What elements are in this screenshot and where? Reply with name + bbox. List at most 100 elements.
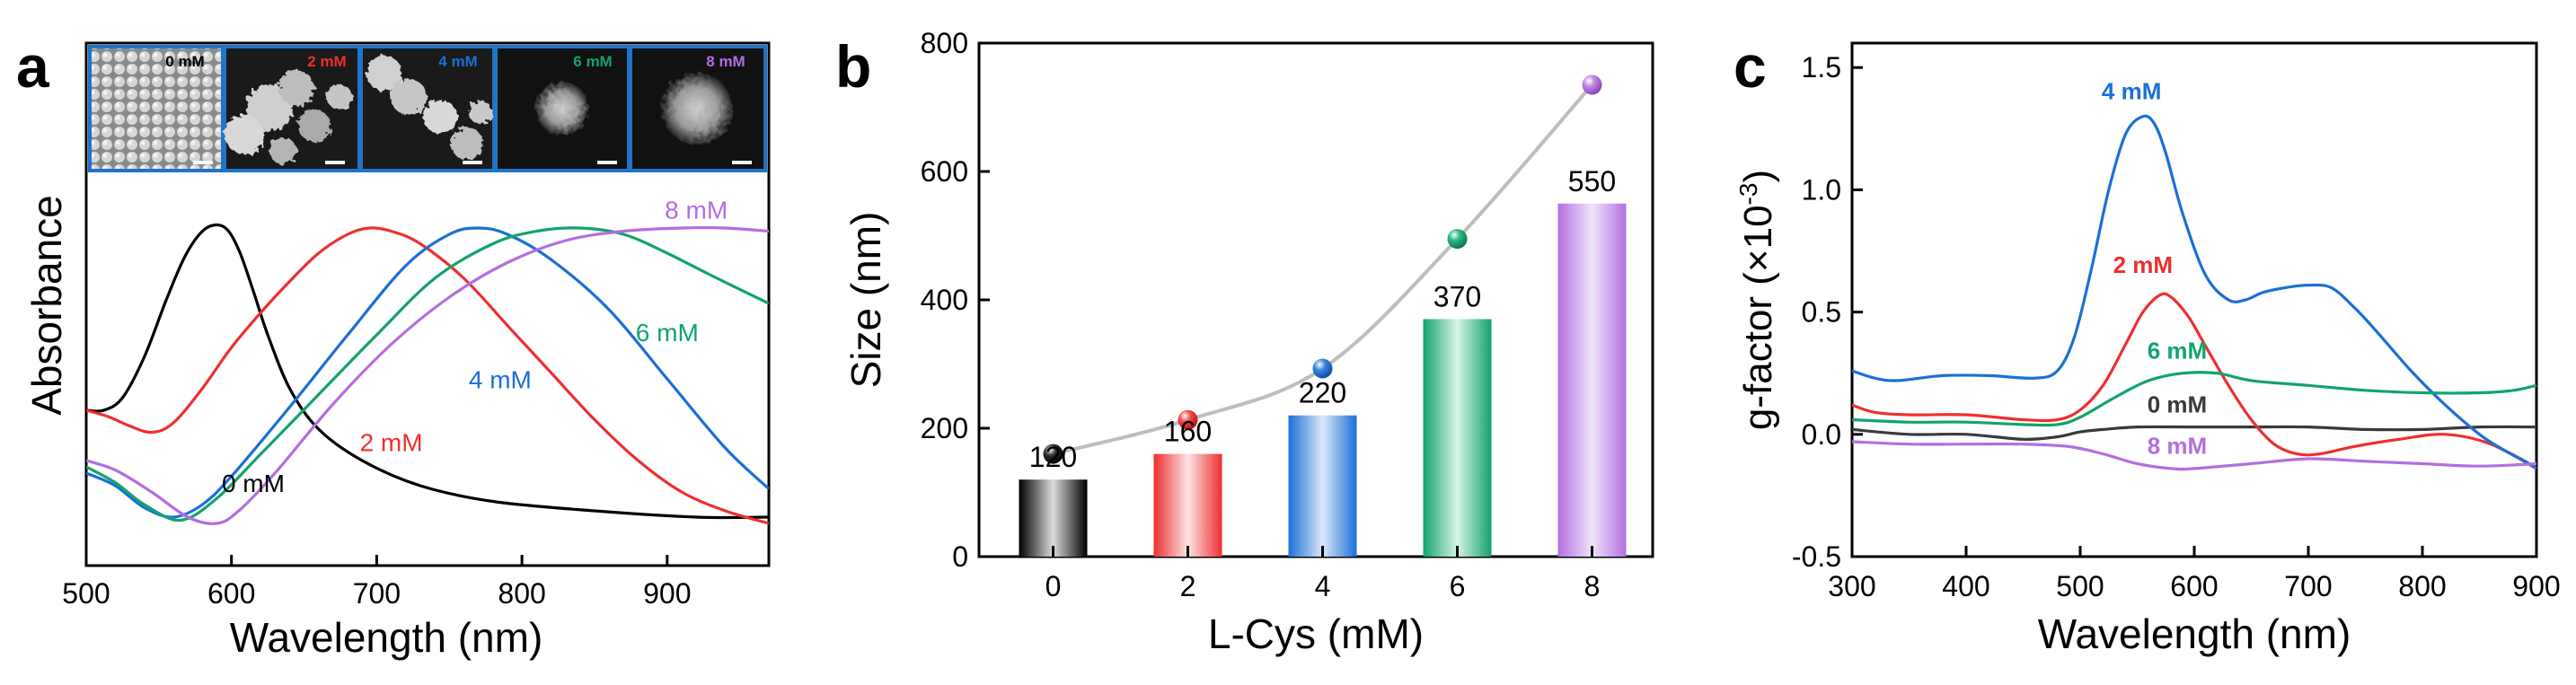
y-tick-label-b: 400 [921, 284, 968, 316]
absorbance-line-4mm [86, 226, 769, 519]
x-tick-label-a: 800 [498, 577, 545, 610]
trend-point-0 [1043, 443, 1063, 464]
curve-label-c-4mm: 4 mM [2102, 78, 2161, 105]
curve-label-a-4mm: 4 mM [469, 366, 532, 394]
curve-label-a-6mm: 6 mM [636, 319, 699, 347]
g-factor-line-8mm [1851, 440, 2537, 471]
y-tick-label-c: 0.5 [1802, 296, 1841, 329]
y-tick-label-c: 1.0 [1802, 173, 1841, 206]
y-axis-label-c-end: ) [1736, 170, 1780, 183]
y-tick-label-c: 0.0 [1802, 418, 1841, 451]
axis-ticks-c: -0.5 0.0 0.5 1.0 1.5 300 400 500 600 700 800 900 [1792, 51, 2561, 602]
sem-inset-strip: 0 mM 2 mM 4 mM 6 mM 8 mM [88, 45, 767, 172]
y-tick-label-c: -0.5 [1792, 540, 1841, 573]
x-tick-label-c: 800 [2398, 570, 2446, 602]
x-tick-label-b: 6 [1450, 570, 1466, 602]
panel-a: 0 mM 2 mM 4 mM 6 mM 8 mM 0 mM 2 mM 4 mM 6 m… [23, 41, 771, 661]
curve-label-c-2mm: 2 mM [2113, 251, 2173, 278]
x-tick-label-c: 300 [1828, 570, 1875, 602]
axis-ticks-b: 0 200 400 600 800 0 2 4 6 8 [921, 27, 1601, 602]
inset-label-0mm: 0 mM [165, 53, 204, 70]
plot-frame-c [1850, 41, 2538, 558]
panel-letter-a: a [16, 33, 50, 100]
size-bar-6 [1423, 319, 1492, 557]
size-bar-8 [1557, 203, 1627, 557]
x-tick-label-a: 700 [353, 577, 401, 610]
panel-letter-c: c [1734, 33, 1767, 100]
g-factor-line-0mm [1851, 425, 2537, 441]
y-axis-label-a: Absorbance [23, 195, 70, 416]
curve-label-a-0mm: 0 mM [222, 470, 285, 497]
g-factor-curve-labels: 4 mM 2 mM 6 mM 0 mM 8 mM [2102, 78, 2207, 460]
x-axis-label-a: Wavelength (nm) [230, 614, 543, 661]
g-factor-line-6mm [1851, 371, 2537, 427]
plot-frame-a [84, 41, 771, 567]
scale-bar-2mm [325, 161, 345, 164]
curve-label-a-2mm: 2 mM [360, 429, 423, 457]
x-tick-label-c: 700 [2284, 570, 2332, 602]
size-bars [1019, 203, 1627, 557]
absorbance-curves [86, 223, 769, 525]
scale-bar-4mm [463, 161, 482, 164]
x-axis-label-b: L-Cys (mM) [1208, 610, 1424, 657]
particle-8mm [661, 73, 733, 145]
particle-cluster-2mm [225, 70, 352, 164]
y-axis-label-c-main: g-factor (×10 [1736, 205, 1780, 430]
g-factor-line-2mm [1851, 292, 2537, 470]
x-tick-label-b: 4 [1315, 570, 1331, 602]
absorbance-line-2mm [86, 226, 769, 525]
g-factor-line-4mm [1851, 114, 2537, 470]
absorbance-line-0mm [86, 223, 769, 520]
absorbance-curve-labels: 0 mM 2 mM 4 mM 6 mM 8 mM [222, 197, 728, 498]
x-tick-label-c: 600 [2170, 570, 2218, 602]
scale-bar-0mm [193, 161, 213, 164]
y-axis-label-c-sup: -3 [1734, 183, 1762, 206]
size-bar-4 [1288, 415, 1357, 557]
panel-letter-b: b [835, 33, 871, 100]
scale-bar-8mm [732, 161, 752, 164]
absorbance-line-8mm [86, 225, 769, 525]
trend-point-8 [1582, 75, 1602, 95]
y-tick-label-b: 600 [921, 155, 968, 188]
x-axis-ticks-a: 500 600 700 800 900 [62, 555, 692, 610]
y-axis-label-c: g-factor (×10-3) [1734, 170, 1780, 430]
y-tick-label-c: 1.5 [1802, 51, 1841, 83]
y-tick-label-b: 200 [921, 412, 968, 444]
x-tick-label-a: 900 [643, 577, 691, 610]
y-tick-label-b: 0 [952, 540, 968, 573]
scale-bar-6mm [597, 161, 617, 164]
size-bar-2 [1153, 453, 1222, 557]
trend-point-6 [1447, 229, 1468, 250]
particle-6mm [535, 82, 589, 136]
x-tick-label-b: 8 [1584, 570, 1601, 602]
bar-value-labels: 120 160 220 370 550 [1029, 165, 1616, 473]
particle-cluster-4mm [366, 56, 492, 160]
x-tick-label-c: 500 [2056, 570, 2104, 602]
size-trend-line [1043, 75, 1602, 464]
curve-label-c-0mm: 0 mM [2148, 391, 2207, 417]
trend-connector [1053, 83, 1594, 456]
inset-label-2mm: 2 mM [307, 53, 346, 70]
curve-label-c-6mm: 6 mM [2148, 337, 2207, 364]
bar-value-label-6: 370 [1434, 280, 1481, 312]
trend-point-2 [1178, 409, 1198, 430]
x-tick-label-c: 900 [2512, 570, 2560, 602]
g-factor-curves [1851, 114, 2537, 471]
panel-b: 120 160 220 370 550 0 200 400 600 800 0 2 4 6 8 L-Cys… [842, 27, 1654, 657]
x-tick-label-c: 400 [1942, 570, 1989, 602]
size-bar-0 [1019, 479, 1088, 557]
inset-label-8mm: 8 mM [706, 53, 745, 70]
bar-value-label-4: 220 [1299, 377, 1346, 409]
inset-label-4mm: 4 mM [438, 53, 477, 70]
bar-value-label-0: 120 [1029, 441, 1077, 473]
sem-image-0mm [88, 45, 225, 172]
x-tick-label-a: 600 [207, 577, 255, 610]
panel-c: 4 mM 2 mM 6 mM 0 mM 8 mM -0.5 0.0 0.5 1.0 1.5 300… [1734, 41, 2561, 657]
bar-value-label-8: 550 [1568, 165, 1616, 198]
x-tick-label-b: 2 [1180, 570, 1196, 602]
x-tick-label-a: 500 [62, 577, 110, 610]
inset-label-6mm: 6 mM [573, 53, 612, 70]
x-tick-label-b: 0 [1045, 570, 1062, 602]
y-tick-label-b: 800 [921, 27, 968, 59]
